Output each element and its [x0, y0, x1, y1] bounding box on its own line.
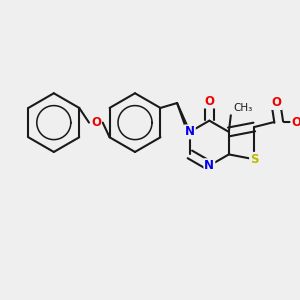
Text: N: N — [204, 159, 214, 172]
Text: O: O — [272, 96, 282, 109]
Text: O: O — [291, 116, 300, 129]
Text: N: N — [185, 125, 195, 138]
Text: O: O — [204, 94, 214, 108]
Text: CH₃: CH₃ — [234, 103, 253, 113]
Text: O: O — [91, 116, 101, 129]
Text: S: S — [250, 153, 259, 166]
